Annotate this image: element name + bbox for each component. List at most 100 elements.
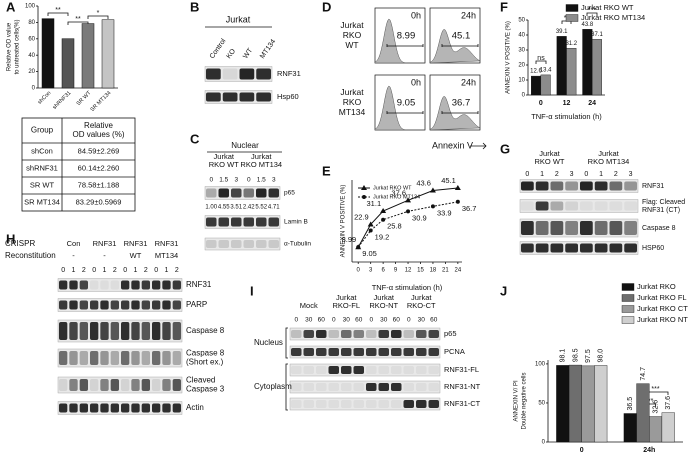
band-label: PARP [186, 300, 207, 309]
y-tick-label: 100 [535, 361, 546, 367]
lane-label: 0 [294, 317, 298, 324]
group-label: RNF31 [155, 239, 179, 248]
blot-band [580, 221, 593, 235]
blot-band [162, 351, 171, 365]
blot-band [141, 322, 150, 340]
panel-label: E [322, 163, 331, 178]
group-label: Jurkat [251, 152, 272, 161]
blot-band [59, 280, 68, 290]
blot-band [152, 403, 161, 413]
band-label: p65 [444, 329, 457, 338]
blot-band [141, 403, 150, 413]
legend-label: Jurkat RKO WT [373, 185, 412, 191]
legend-label: Jurkat RKO WT [581, 3, 634, 12]
row-label: RKO [343, 30, 362, 40]
blot-band [550, 201, 564, 211]
value-label: 33.9 [437, 208, 452, 217]
quantification: 4.55 [218, 205, 230, 211]
blot-band [428, 366, 439, 374]
blot-band [580, 201, 593, 211]
blot-band [172, 379, 181, 391]
blot-band [206, 188, 217, 198]
blot-band [141, 280, 150, 290]
table-cell: 83.29±0.5969 [76, 197, 122, 206]
group-label: RKO MT134 [588, 157, 630, 166]
group-label: Mock [300, 301, 318, 310]
blot-band [152, 300, 161, 310]
axis-arrow [470, 142, 487, 150]
lane-label: 30 [380, 317, 388, 324]
lane-label: 3 [234, 177, 238, 184]
blot-band [403, 330, 414, 338]
value-label: 39.1 [556, 29, 568, 35]
quantification: 4.71 [268, 205, 280, 211]
band-label: RNF31 (CT) [642, 207, 680, 214]
band-label: Hsp60 [277, 92, 299, 101]
group-label: RKO-FL [332, 301, 360, 310]
blot-band [218, 217, 229, 227]
blot-band [391, 400, 402, 408]
blot-band [378, 348, 389, 356]
blot-band [110, 280, 119, 290]
blot-band [172, 322, 181, 340]
value-label: 32.6 [652, 400, 659, 414]
band-label: p65 [284, 190, 295, 197]
blot-band [594, 181, 608, 191]
x-tick-label: 0 [357, 268, 361, 274]
panel-label: C [190, 131, 200, 146]
blot-band [243, 217, 254, 227]
blot-band [79, 379, 88, 391]
significance: ** [55, 7, 61, 14]
blot-band [416, 330, 427, 338]
lane-label: 0 [407, 317, 411, 324]
value-label: 43.8 [582, 22, 594, 28]
time-label: 24h [461, 77, 476, 87]
blot-band [609, 221, 623, 235]
blot-band [565, 221, 578, 235]
group-label: - [72, 251, 75, 260]
lane-label: 3 [629, 171, 633, 178]
blot-band [131, 351, 140, 365]
lane-label: 1 [103, 267, 107, 274]
group-label: Jurkat [411, 293, 432, 302]
blot-band [243, 240, 254, 248]
legend-label: Jurkat RKO FL [637, 293, 687, 302]
blot-band [535, 243, 549, 253]
lane-label: 1 [599, 171, 603, 178]
blot-band [403, 383, 414, 391]
group-label: - [103, 251, 106, 260]
bar [531, 75, 542, 96]
value-label: 45.1 [441, 176, 456, 185]
blot-band [222, 92, 238, 102]
blot-band [353, 366, 364, 374]
blot-band [291, 330, 302, 338]
group-label: RKO WT [535, 157, 565, 166]
blot-band [353, 383, 364, 391]
blot-band [428, 330, 439, 338]
y-tick-label: 20 [28, 69, 35, 75]
value-label: 19.2 [375, 232, 390, 241]
lane-label: 2 [614, 171, 618, 178]
lane-label: 0 [332, 317, 336, 324]
blot-band [256, 68, 271, 80]
value-label: 22.9 [354, 212, 369, 221]
lane-label: 1.5 [219, 177, 228, 184]
blot-band [378, 400, 389, 408]
y-tick-label: 40 [28, 53, 35, 59]
x-tick-label: 12 [563, 100, 571, 107]
blot-strip [519, 218, 639, 238]
significance-bracket [535, 60, 547, 64]
blot-band [366, 366, 377, 374]
blot-band [565, 243, 578, 253]
blot-band [303, 348, 314, 356]
compartment-label: Nucleus [254, 338, 283, 347]
blot-band [243, 188, 254, 198]
blot-band [303, 330, 314, 338]
flow-histogram [374, 85, 425, 131]
blot-band [378, 383, 389, 391]
value-label: 37.6 [665, 396, 672, 410]
bar [568, 364, 582, 443]
blot-band [59, 351, 68, 365]
blot-strip [519, 241, 639, 255]
